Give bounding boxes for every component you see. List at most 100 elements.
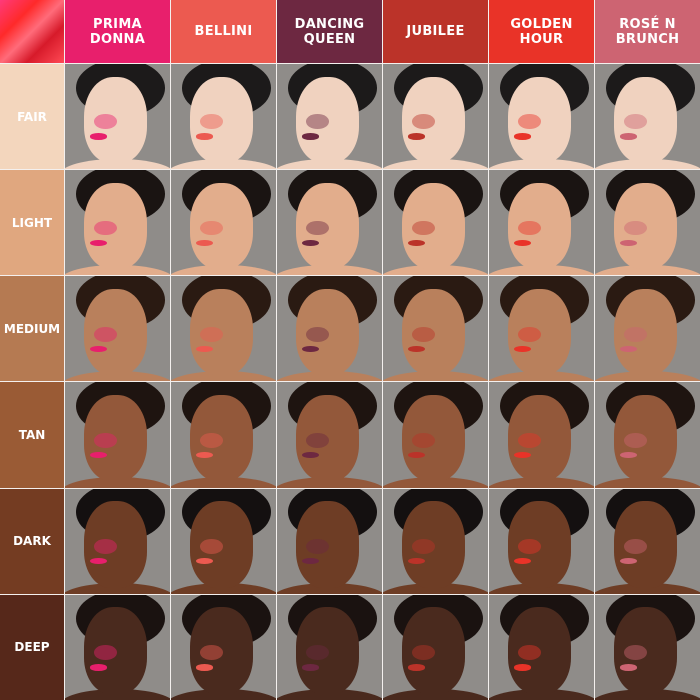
blush-swatch: [412, 114, 436, 130]
face: [401, 607, 465, 694]
model-swatch-photo: [277, 382, 382, 488]
shoulder: [383, 158, 488, 170]
blush-swatch: [518, 326, 542, 342]
shoulder: [595, 264, 700, 276]
shade-header: JUBILEE: [383, 0, 488, 63]
model-swatch-photo: [65, 382, 170, 488]
shoulder: [277, 689, 382, 700]
blush-swatch: [306, 220, 330, 236]
model-swatch-photo: [277, 594, 382, 700]
shoulder: [277, 264, 382, 276]
lips: [196, 239, 213, 246]
blush-swatch: [412, 220, 436, 236]
blush-swatch: [624, 326, 648, 342]
shade-header: DANCING QUEEN: [277, 0, 382, 63]
decorative-swirl-logo: [0, 0, 64, 63]
model-swatch-photo: [65, 594, 170, 700]
shoulder: [277, 477, 382, 488]
model-swatch-photo: [65, 488, 170, 594]
model-swatch-photo: [277, 170, 382, 276]
shoulder: [171, 264, 276, 276]
model-swatch-photo: [171, 170, 276, 276]
model-swatch-photo: [383, 594, 488, 700]
face: [507, 395, 571, 482]
lips: [408, 451, 425, 459]
model-swatch-photo: [383, 64, 488, 170]
face: [613, 182, 677, 269]
shoulder: [489, 264, 594, 276]
blush-swatch: [624, 114, 648, 130]
lips: [620, 664, 637, 671]
model-swatch-photo: [595, 382, 700, 488]
shoulder: [595, 689, 700, 700]
shoulder: [383, 583, 488, 594]
lips: [408, 239, 425, 246]
lips: [90, 239, 107, 246]
shoulder: [595, 477, 700, 488]
lips: [90, 558, 107, 565]
shoulder: [489, 689, 594, 700]
lips: [620, 239, 637, 246]
face: [295, 76, 359, 163]
lips: [514, 133, 531, 140]
blush-swatch: [624, 432, 648, 448]
blush-swatch: [306, 432, 330, 448]
lips: [514, 239, 531, 246]
lips: [408, 558, 425, 565]
shoulder: [383, 264, 488, 276]
blush-swatch: [306, 326, 330, 342]
lips: [196, 451, 213, 459]
model-swatch-photo: [65, 170, 170, 276]
lips: [408, 664, 425, 671]
blush-swatch: [306, 539, 330, 554]
lips: [514, 451, 531, 459]
model-swatch-photo: [489, 64, 594, 170]
face: [189, 607, 253, 694]
shoulder: [595, 370, 700, 382]
lips: [514, 345, 531, 353]
face: [613, 607, 677, 694]
blush-swatch: [518, 220, 542, 236]
model-swatch-photo: [489, 276, 594, 382]
blush-swatch: [624, 220, 648, 236]
model-swatch-photo: [65, 64, 170, 170]
shoulder: [171, 158, 276, 170]
face: [83, 607, 147, 694]
shade-header: BELLINI: [171, 0, 276, 63]
face: [83, 182, 147, 269]
blush-swatch: [200, 114, 224, 130]
face: [401, 76, 465, 163]
model-swatch-photo: [171, 276, 276, 382]
shoulder: [277, 583, 382, 594]
model-swatch-photo: [595, 488, 700, 594]
blush-swatch: [306, 114, 330, 130]
lips: [302, 664, 319, 671]
face: [401, 501, 465, 588]
shoulder: [171, 370, 276, 382]
shoulder: [171, 583, 276, 594]
face: [189, 182, 253, 269]
lips: [196, 345, 213, 353]
face: [83, 288, 147, 376]
shoulder: [65, 689, 170, 700]
blush-swatch: [624, 539, 648, 554]
skin-tone-label: MEDIUM: [0, 276, 64, 382]
model-swatch-photo: [277, 276, 382, 382]
face: [401, 182, 465, 269]
lips: [620, 558, 637, 565]
face: [507, 607, 571, 694]
shoulder: [65, 583, 170, 594]
model-swatch-photo: [171, 64, 276, 170]
model-swatch-photo: [383, 276, 488, 382]
blush-swatch: [94, 432, 118, 448]
shade-header: PRIMA DONNA: [65, 0, 170, 63]
model-swatch-photo: [171, 594, 276, 700]
lips: [196, 664, 213, 671]
lips: [90, 345, 107, 353]
shoulder: [595, 158, 700, 170]
face: [83, 395, 147, 482]
model-swatch-photo: [595, 594, 700, 700]
face: [401, 288, 465, 376]
face: [83, 501, 147, 588]
